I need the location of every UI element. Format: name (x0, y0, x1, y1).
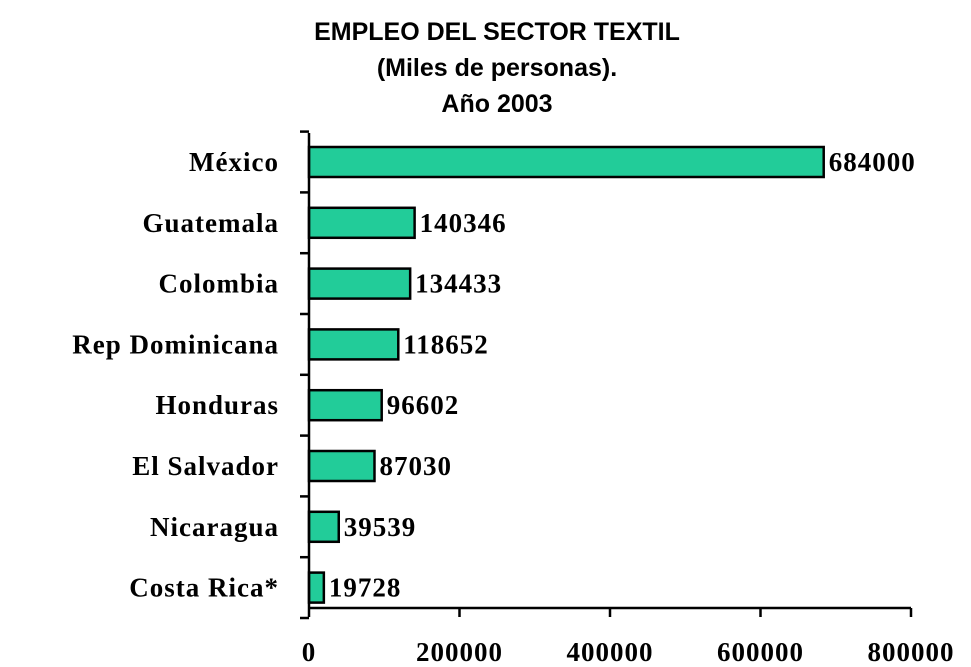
chart-title-line-3: Año 2003 (441, 90, 552, 118)
data-label: 140346 (420, 208, 507, 238)
x-tick-label: 800000 (868, 637, 955, 667)
x-tick-label: 200000 (416, 637, 503, 667)
y-axis: México Guatemala Colombia Rep Dominicana Hon… (72, 130, 311, 620)
x-axis: 0 200000 400000 600000 800000 (302, 606, 955, 667)
category-label: El Salvador (132, 451, 279, 481)
chart-title: EMPLEO DEL SECTOR TEXTIL (Miles de perso… (314, 18, 680, 118)
plot-area: 684000 140346 134433 118652 96602 87030 39539 1… (307, 145, 916, 604)
data-label: 118652 (403, 329, 489, 359)
category-label: Rep Dominicana (72, 329, 279, 359)
bar (307, 267, 412, 300)
bar (307, 388, 383, 422)
category-label: Costa Rica* (129, 573, 279, 603)
data-label: 96602 (387, 390, 460, 420)
x-tick-label: 0 (302, 637, 317, 667)
data-label: 684000 (829, 147, 916, 177)
data-label: 134433 (415, 269, 502, 299)
data-label: 39539 (344, 512, 417, 542)
data-label: 19728 (329, 573, 402, 603)
category-label: México (189, 147, 279, 177)
x-tick-label: 400000 (567, 637, 654, 667)
x-tick-label: 600000 (717, 637, 804, 667)
chart-title-line-2: (Miles de personas). (377, 54, 617, 82)
bar (307, 145, 825, 179)
bar (307, 206, 416, 240)
data-label: 87030 (379, 451, 452, 481)
category-label: Honduras (155, 390, 279, 420)
bar (307, 571, 326, 604)
bar (307, 510, 341, 544)
bar (307, 449, 376, 483)
category-label: Colombia (158, 269, 279, 299)
chart-title-line-1: EMPLEO DEL SECTOR TEXTIL (314, 18, 680, 46)
category-label: Nicaragua (150, 512, 279, 542)
bar (307, 328, 400, 361)
category-label: Guatemala (143, 208, 280, 238)
